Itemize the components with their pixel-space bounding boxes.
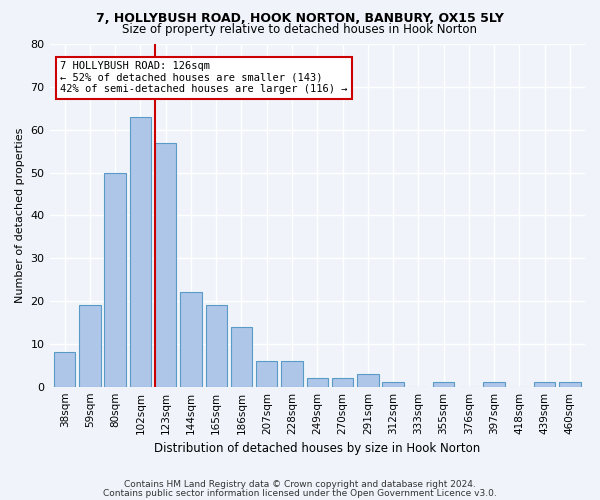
Bar: [281, 361, 303, 386]
Bar: [307, 378, 328, 386]
Bar: [231, 326, 252, 386]
Text: 7 HOLLYBUSH ROAD: 126sqm
← 52% of detached houses are smaller (143)
42% of semi-: 7 HOLLYBUSH ROAD: 126sqm ← 52% of detach…: [60, 61, 348, 94]
Bar: [534, 382, 556, 386]
Text: Size of property relative to detached houses in Hook Norton: Size of property relative to detached ho…: [122, 22, 478, 36]
Bar: [130, 117, 151, 386]
Bar: [357, 374, 379, 386]
X-axis label: Distribution of detached houses by size in Hook Norton: Distribution of detached houses by size …: [154, 442, 481, 455]
Bar: [484, 382, 505, 386]
Y-axis label: Number of detached properties: Number of detached properties: [15, 128, 25, 303]
Text: 7, HOLLYBUSH ROAD, HOOK NORTON, BANBURY, OX15 5LY: 7, HOLLYBUSH ROAD, HOOK NORTON, BANBURY,…: [96, 12, 504, 26]
Bar: [332, 378, 353, 386]
Bar: [559, 382, 581, 386]
Text: Contains public sector information licensed under the Open Government Licence v3: Contains public sector information licen…: [103, 488, 497, 498]
Bar: [382, 382, 404, 386]
Bar: [206, 306, 227, 386]
Bar: [104, 172, 126, 386]
Bar: [180, 292, 202, 386]
Text: Contains HM Land Registry data © Crown copyright and database right 2024.: Contains HM Land Registry data © Crown c…: [124, 480, 476, 489]
Bar: [433, 382, 454, 386]
Bar: [155, 142, 176, 386]
Bar: [79, 306, 101, 386]
Bar: [54, 352, 76, 386]
Bar: [256, 361, 277, 386]
